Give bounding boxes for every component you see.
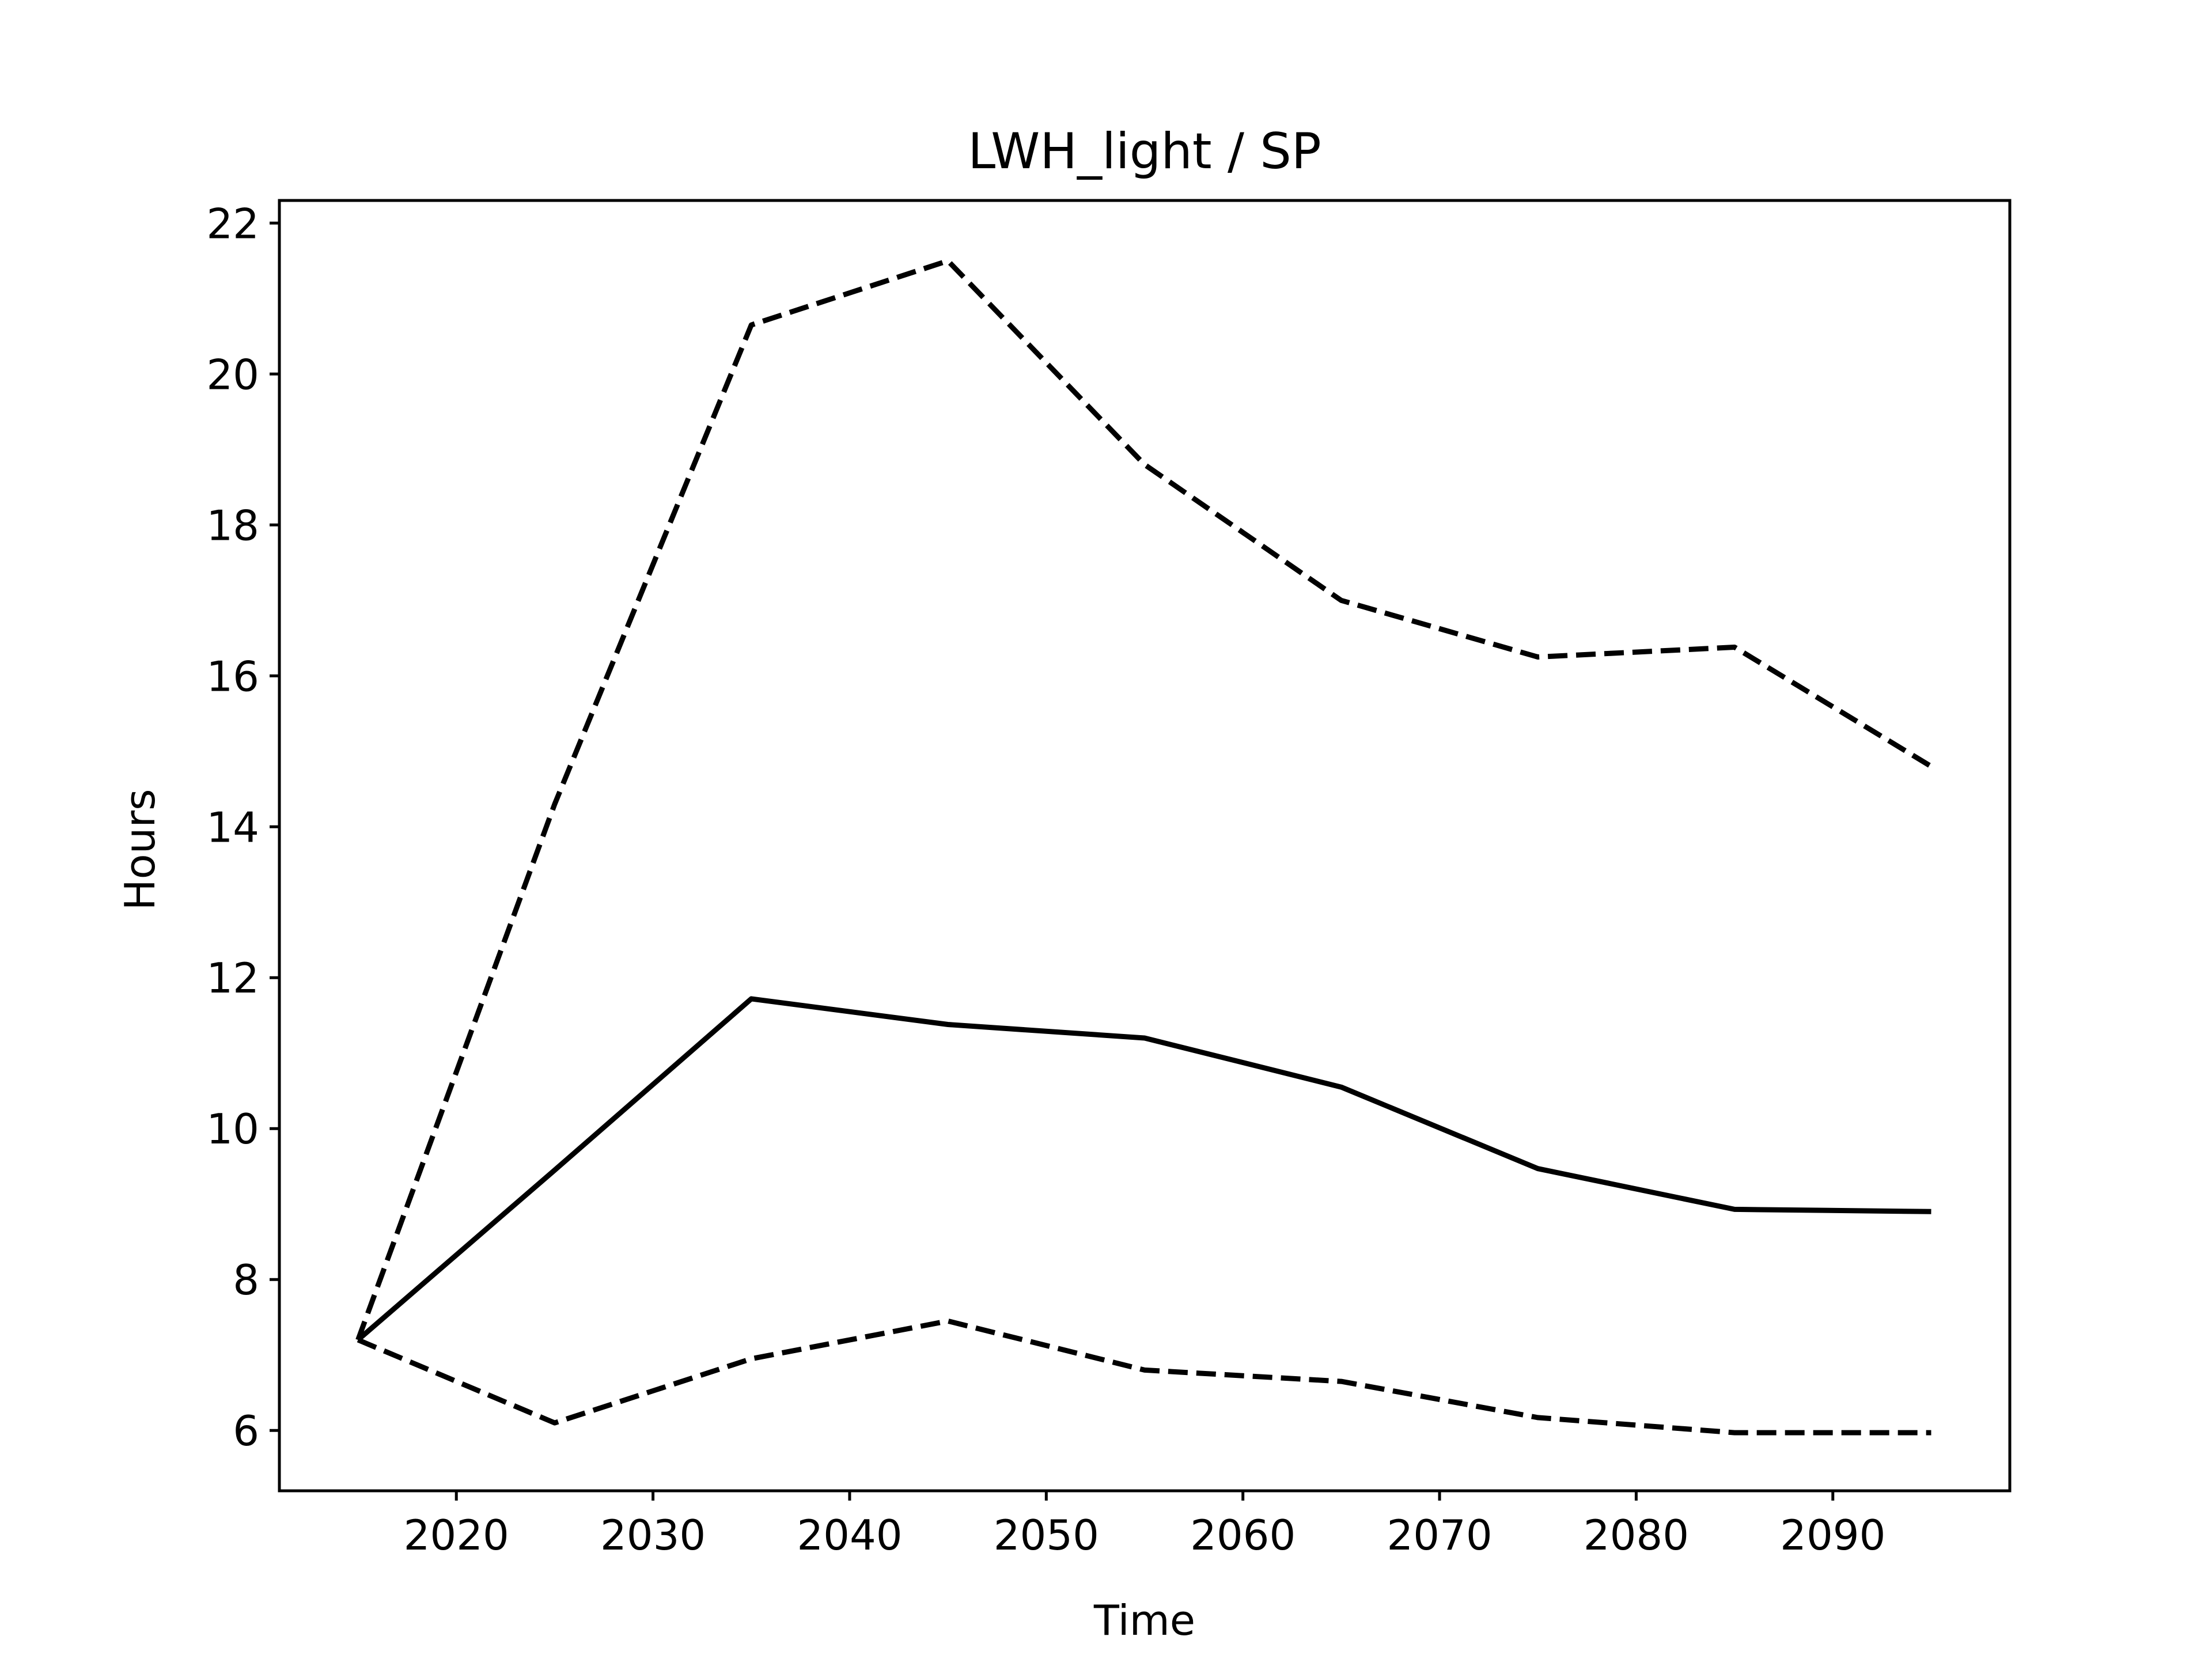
x-tick-label: 2070 [1387,1511,1492,1559]
y-axis-label: Hours [116,789,164,911]
x-tick-label: 2030 [600,1511,706,1559]
x-tick-label: 2080 [1584,1511,1689,1559]
y-tick-label: 20 [206,350,259,399]
y-tick-label: 14 [206,803,259,851]
plot-frame [278,199,2012,1493]
x-tick-label: 2020 [404,1511,509,1559]
chart-title: LWH_light / SP [968,123,1321,180]
central-estimate-line [356,996,1931,1342]
x-axis-label: Time [1093,1596,1195,1645]
y-tick-label: 18 [206,501,259,550]
y-tick-label: 8 [233,1256,259,1304]
x-tick-label: 2090 [1780,1511,1885,1559]
lower-bound-line [357,1318,1931,1435]
x-tick-label: 2040 [797,1511,902,1559]
y-tick-label: 22 [206,199,259,248]
y-tick-label: 16 [206,652,259,700]
y-tick-label: 6 [233,1407,259,1455]
axis-ticks: 2020 2030 2040 2050 2060 2070 2080 2090 6 8 10 12 14… [206,199,1885,1559]
series-lines [355,258,1933,1435]
x-tick-label: 2060 [1190,1511,1296,1559]
upper-bound-line [355,258,1933,1341]
x-tick-label: 2050 [994,1511,1099,1559]
y-tick-label: 10 [206,1105,259,1153]
y-tick-label: 12 [206,954,259,1002]
